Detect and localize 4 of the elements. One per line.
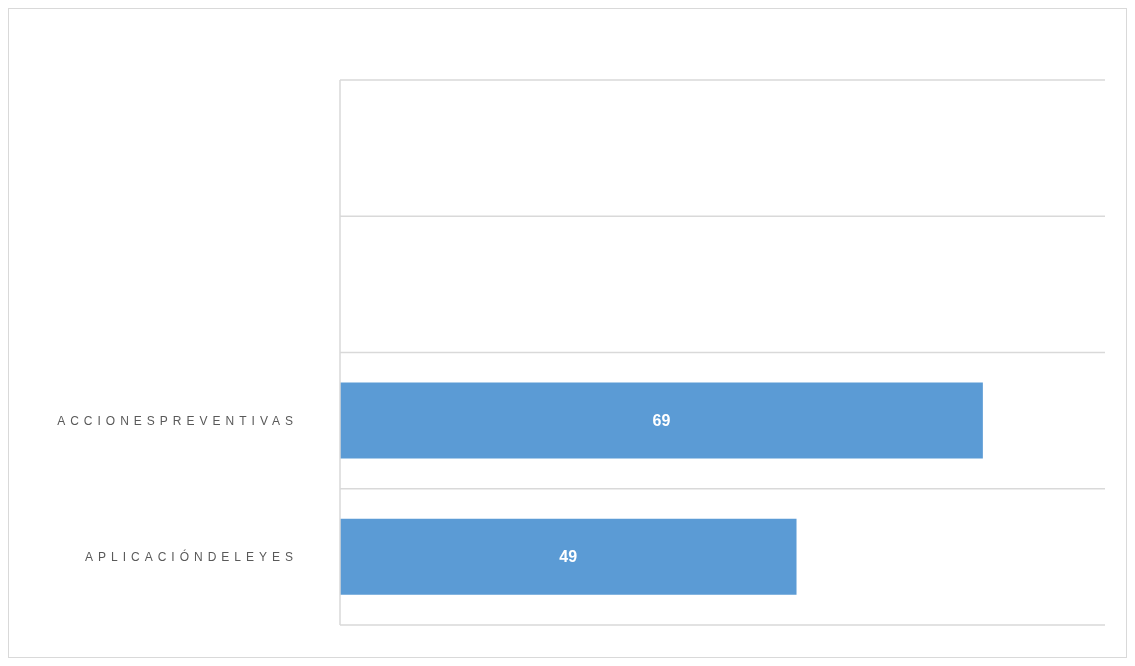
data-label: 49 — [559, 548, 578, 566]
y-tick-label: APLICACIÓNDELEYES — [84, 549, 298, 565]
data-label: 69 — [652, 412, 671, 430]
y-tick-label: ACCIONESPREVENTIVAS — [57, 413, 298, 428]
